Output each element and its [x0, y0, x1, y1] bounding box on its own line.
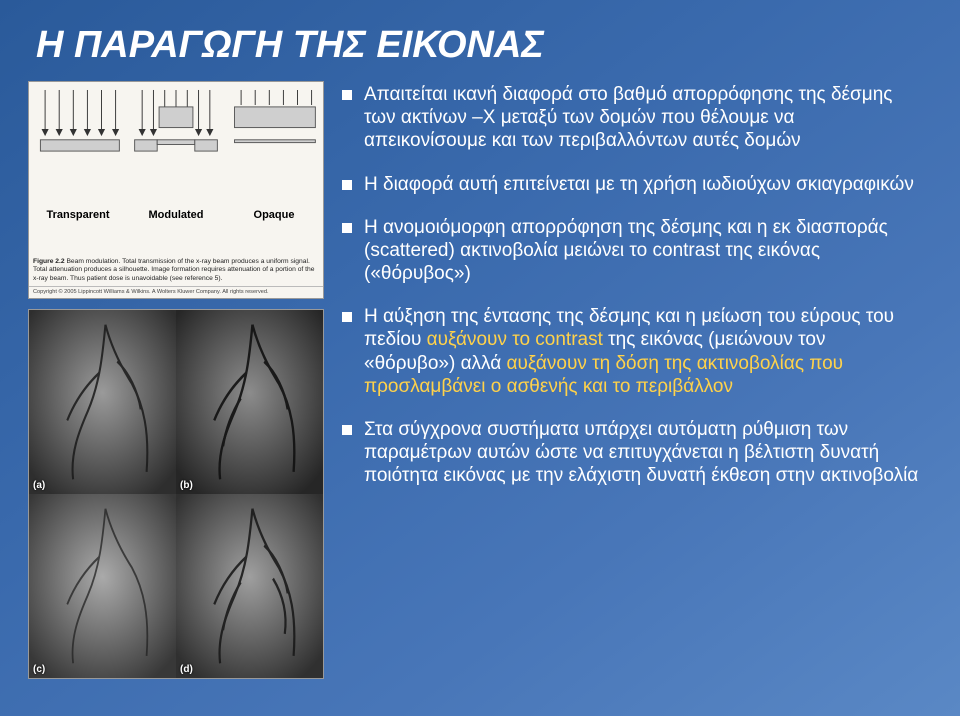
slide: Η ΠΑΡΑΓΩΓΗ ΤΗΣ ΕΙΚΟΝΑΣ [0, 0, 960, 716]
bullet-5: Στα σύγχρονα συστήματα υπάρχει αυτόματη … [342, 418, 920, 488]
bullet-2: Η διαφορά αυτή επιτείνεται με τη χρήση ι… [342, 173, 920, 196]
segment-opaque: Opaque [225, 86, 323, 255]
segment-label: Opaque [225, 209, 323, 221]
segment-modulated: Modulated [127, 86, 225, 255]
bullet-icon [342, 425, 352, 435]
angiogram-label: (a) [33, 480, 45, 491]
beam-modulation-figure: Transparent [28, 81, 324, 299]
figure-caption-bold: Figure 2.2 [33, 258, 65, 265]
figure-caption-text: Beam modulation. Total transmission of t… [33, 258, 314, 282]
bullet-text: Απαιτείται ικανή διαφορά στο βαθμό απορρ… [364, 83, 920, 153]
bullet-text: Η ανομοιόμορφη απορρόφηση της δέσμης και… [364, 216, 920, 286]
figure-copyright: Copyright © 2005 Lippincott Williams & W… [29, 286, 323, 298]
angiogram-d: (d) [176, 494, 323, 678]
angiogram-c: (c) [29, 494, 176, 678]
bullet-icon [342, 312, 352, 322]
bullet-icon [342, 223, 352, 233]
angiogram-label: (b) [180, 480, 193, 491]
segment-transparent: Transparent [29, 86, 127, 255]
angiogram-a: (a) [29, 310, 176, 494]
slide-title: Η ΠΑΡΑΓΩΓΗ ΤΗΣ ΕΙΚΟΝΑΣ [36, 24, 920, 67]
bullet-text: Στα σύγχρονα συστήματα υπάρχει αυτόματη … [364, 418, 920, 488]
bullet-text: Η αύξηση της έντασης της δέσμης και η με… [364, 305, 920, 398]
angiogram-label: (c) [33, 664, 45, 675]
bullet-1: Απαιτείται ικανή διαφορά στο βαθμό απορρ… [342, 83, 920, 153]
segment-label: Modulated [127, 209, 225, 221]
bullet-text: Η διαφορά αυτή επιτείνεται με τη χρήση ι… [364, 173, 920, 196]
bullet-3: Η ανομοιόμορφη απορρόφηση της δέσμης και… [342, 216, 920, 286]
content-row: Transparent [28, 81, 920, 692]
bullet-4: Η αύξηση της έντασης της δέσμης και η με… [342, 305, 920, 398]
angiogram-label: (d) [180, 664, 193, 675]
highlight-text: αυξάνουν το contrast [427, 329, 603, 350]
right-column: Απαιτείται ικανή διαφορά στο βαθμό απορρ… [342, 81, 920, 692]
left-column: Transparent [28, 81, 324, 692]
angiogram-b: (b) [176, 310, 323, 494]
angiogram-grid: (a) (b) [28, 309, 324, 679]
bullet-icon [342, 180, 352, 190]
figure-caption: Figure 2.2 Beam modulation. Total transm… [29, 255, 323, 286]
beam-modulation-diagram: Transparent [29, 82, 323, 255]
bullet-icon [342, 90, 352, 100]
segment-label: Transparent [29, 209, 127, 221]
